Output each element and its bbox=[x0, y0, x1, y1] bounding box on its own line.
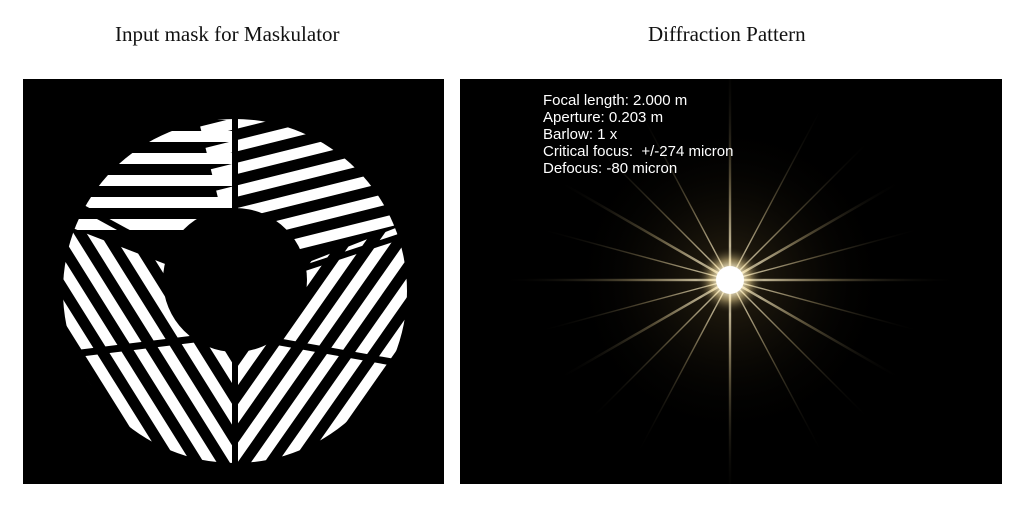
diffraction-spike bbox=[729, 279, 924, 333]
mask-slits bbox=[23, 79, 444, 484]
optics-info: Focal length: 2.000 m Aperture: 0.203 m … bbox=[543, 92, 733, 177]
critical-focus-text: Critical focus: +/-274 micron bbox=[543, 143, 734, 160]
diffraction-spike bbox=[556, 278, 731, 382]
diffraction-spike bbox=[729, 103, 825, 281]
diffraction-spike bbox=[729, 178, 904, 282]
diffraction-spike bbox=[729, 279, 872, 422]
bahtinov-mask-image bbox=[23, 79, 444, 484]
diffraction-panel: Focal length: 2.000 m Aperture: 0.203 m … bbox=[460, 79, 1002, 484]
diffraction-spike bbox=[588, 279, 731, 422]
diffraction-spike bbox=[536, 227, 731, 281]
defocus-text: Defocus: -80 micron bbox=[543, 160, 678, 177]
diffraction-spike bbox=[729, 138, 872, 281]
diffraction-spikes bbox=[500, 79, 960, 484]
barlow-text: Barlow: 1 x bbox=[543, 126, 618, 143]
diffraction-spike bbox=[729, 227, 924, 281]
mask-panel bbox=[23, 79, 444, 484]
diffraction-spike bbox=[635, 103, 731, 281]
diffraction-image bbox=[500, 79, 960, 484]
diffraction-spike bbox=[588, 138, 731, 281]
diffraction-spike bbox=[556, 178, 731, 282]
diffraction-spike bbox=[730, 278, 960, 282]
diffraction-spike bbox=[536, 279, 731, 333]
mask-title: Input mask for Maskulator bbox=[115, 22, 340, 46]
diffraction-spike bbox=[729, 279, 825, 457]
focal-length-text: Focal length: 2.000 m bbox=[543, 92, 688, 109]
diffraction-spike bbox=[500, 278, 730, 282]
diffraction-spike bbox=[729, 278, 904, 382]
diffraction-spike bbox=[728, 79, 732, 280]
diffraction-spike bbox=[635, 279, 731, 457]
diffraction-spike bbox=[728, 280, 732, 484]
aperture-text: Aperture: 0.203 m bbox=[543, 109, 664, 126]
diffraction-title: Diffraction Pattern bbox=[648, 22, 806, 46]
